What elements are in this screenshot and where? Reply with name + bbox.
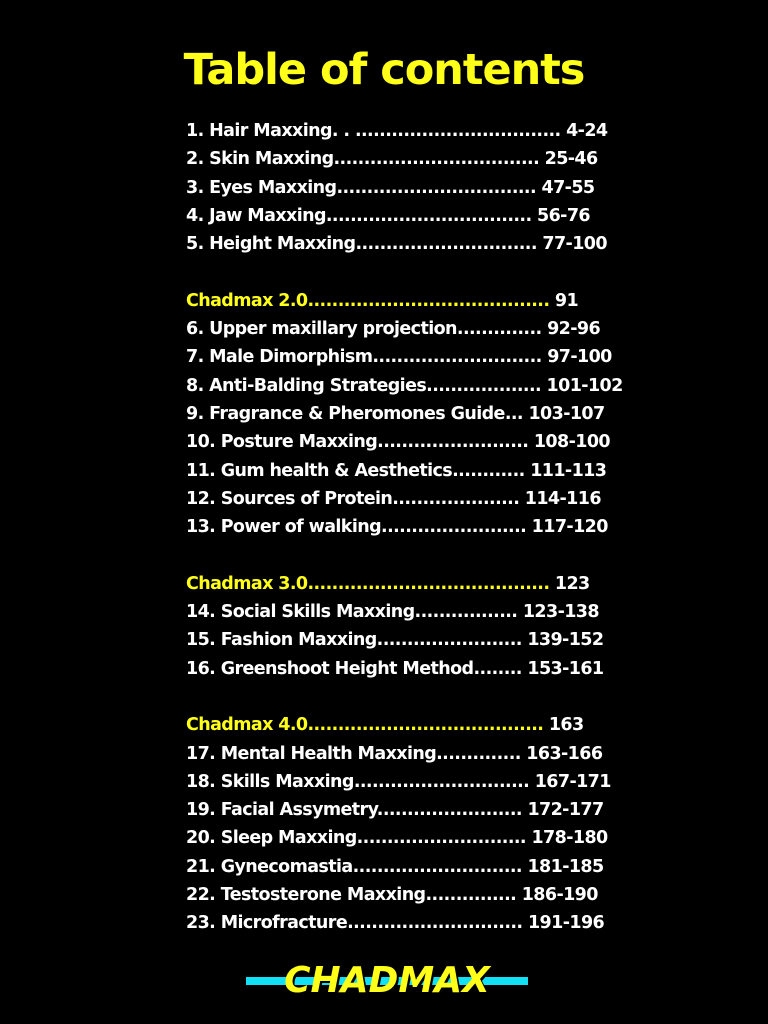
toc-entry-sleep-maxxing: 20. Sleep Maxxing.......................… bbox=[186, 824, 608, 852]
toc-entry-microfracture: 23. Microfracture.......................… bbox=[186, 909, 606, 937]
toc-entry-pages: 97-100 bbox=[541, 347, 612, 368]
toc-entry-fragrance: 9. Fragrance & Pheromones Guide... 103-1… bbox=[186, 400, 606, 428]
toc-entry-pages: 163-166 bbox=[520, 743, 603, 764]
section-spacer bbox=[186, 541, 606, 569]
brand-wordmark: CHADMAX bbox=[284, 960, 490, 1001]
toc-entry-pages: 114-116 bbox=[519, 488, 602, 509]
toc-entry-pages: 186-190 bbox=[516, 885, 599, 906]
toc-entry-pages: 123 bbox=[549, 573, 590, 594]
toc-entry-jaw-maxxing: 4. Jaw Maxxing..........................… bbox=[186, 202, 606, 230]
toc-entry-pages: 123-138 bbox=[517, 602, 600, 623]
toc-entry-facial-assymetry: 19. Facial Assymetry....................… bbox=[186, 796, 606, 824]
toc-entry-pages: 111-113 bbox=[524, 460, 607, 481]
toc-section-label: Chadmax 2.0.............................… bbox=[186, 290, 550, 311]
toc-entry-height-maxxing: 5. Height Maxxing.......................… bbox=[186, 230, 608, 258]
toc-entry-label: 6. Upper maxillary projection...........… bbox=[186, 319, 542, 340]
toc-entry-label: 7. Male Dimorphism......................… bbox=[186, 347, 542, 368]
toc-entry-pages: 181-185 bbox=[521, 856, 604, 877]
toc-entry-male-dimorphism: 7. Male Dimorphism......................… bbox=[186, 343, 612, 371]
toc-entry-mental-health: 17. Mental Health Maxxing.............. … bbox=[186, 740, 606, 768]
toc-entry-pages: 178-180 bbox=[525, 828, 608, 849]
toc-entry-power-of-walking: 13. Power of walking....................… bbox=[186, 513, 609, 541]
toc-entry-gum-health: 11. Gum health & Aesthetics............ … bbox=[186, 457, 607, 485]
toc-entry-label: 14. Social Skills Maxxing...............… bbox=[186, 602, 518, 623]
toc-entry-gynecomastia: 21. Gynecomastia........................… bbox=[186, 853, 606, 881]
toc-section-chadmax-3: Chadmax 3.0.............................… bbox=[186, 570, 606, 598]
toc-entry-label: 23. Microfracture.......................… bbox=[186, 913, 523, 934]
toc-entry-label: 11. Gum health & Aesthetics............ bbox=[186, 460, 525, 481]
toc-entry-label: 21. Gynecomastia........................… bbox=[186, 856, 523, 877]
toc-section-label: Chadmax 4.0.............................… bbox=[186, 715, 544, 736]
toc-entry-anti-balding: 8. Anti-Balding Strategies..............… bbox=[186, 372, 623, 400]
toc-entry-eyes-maxxing: 3. Eyes Maxxing.........................… bbox=[186, 174, 606, 202]
toc-entry-label: 9. Fragrance & Pheromones Guide... bbox=[186, 403, 524, 424]
toc-entry-label: 3. Eyes Maxxing.........................… bbox=[186, 177, 537, 198]
toc-entry-label: 16. Greenshoot Height Method........ bbox=[186, 658, 522, 679]
toc-entry-label: 15. Fashion Maxxing.....................… bbox=[186, 630, 522, 651]
toc-entry-posture-maxxing: 10. Posture Maxxing.....................… bbox=[186, 428, 611, 456]
toc-entry-pages: 163 bbox=[543, 715, 584, 736]
toc-entry-label: 12. Sources of Protein..................… bbox=[186, 488, 520, 509]
toc-entry-skills-maxxing: 18. Skills Maxxing......................… bbox=[186, 768, 611, 796]
toc-entry-pages: 47-55 bbox=[536, 177, 596, 198]
toc-entry-pages: 25-46 bbox=[539, 149, 599, 170]
toc-entry-social-skills: 14. Social Skills Maxxing...............… bbox=[186, 598, 606, 626]
table-of-contents: 1. Hair Maxxing. . .....................… bbox=[186, 117, 623, 938]
section-spacer bbox=[186, 683, 606, 711]
toc-entry-label: 10. Posture Maxxing.....................… bbox=[186, 432, 529, 453]
toc-section-chadmax-2: Chadmax 2.0.............................… bbox=[186, 287, 606, 315]
toc-entry-pages: 56-76 bbox=[531, 205, 591, 226]
toc-entry-label: 4. Jaw Maxxing..........................… bbox=[186, 205, 532, 226]
toc-entry-upper-maxillary: 6. Upper maxillary projection...........… bbox=[186, 315, 606, 343]
toc-entry-pages: 101-102 bbox=[541, 375, 624, 396]
toc-entry-label: 19. Facial Assymetry....................… bbox=[186, 800, 523, 821]
toc-entry-label: 17. Mental Health Maxxing.............. bbox=[186, 743, 521, 764]
page-title: Table of contents bbox=[183, 45, 586, 95]
toc-entry-testosterone: 22. Testosterone Maxxing............... … bbox=[186, 881, 606, 909]
toc-entry-label: 20. Sleep Maxxing.......................… bbox=[186, 828, 527, 849]
toc-entry-pages: 92-96 bbox=[541, 319, 601, 340]
toc-entry-label: 13. Power of walking....................… bbox=[186, 517, 527, 538]
toc-entry-pages: 172-177 bbox=[521, 800, 604, 821]
toc-entry-pages: 153-161 bbox=[521, 658, 604, 679]
toc-entry-pages: 139-152 bbox=[521, 630, 604, 651]
toc-entry-fashion-maxxing: 15. Fashion Maxxing.....................… bbox=[186, 626, 606, 654]
toc-entry-label: 18. Skills Maxxing......................… bbox=[186, 771, 530, 792]
toc-entry-pages: 91 bbox=[549, 290, 579, 311]
toc-entry-label: 5. Height Maxxing.......................… bbox=[186, 234, 538, 255]
toc-entry-greenshoot: 16. Greenshoot Height Method........ 153… bbox=[186, 655, 606, 683]
toc-section-label: Chadmax 3.0.............................… bbox=[186, 573, 550, 594]
toc-entry-pages: 117-120 bbox=[526, 517, 609, 538]
toc-entry-label: 22. Testosterone Maxxing............... bbox=[186, 885, 517, 906]
brand-accent-bar bbox=[246, 977, 528, 985]
toc-entry-pages: 77-100 bbox=[536, 234, 607, 255]
toc-entry-pages: 103-107 bbox=[522, 403, 605, 424]
toc-entry-pages: 167-171 bbox=[529, 771, 612, 792]
toc-entry-hair-maxxing: 1. Hair Maxxing. . .....................… bbox=[186, 117, 608, 145]
toc-entry-sources-of-protein: 12. Sources of Protein..................… bbox=[186, 485, 606, 513]
brand-logo: CHADMAX bbox=[246, 958, 528, 1004]
toc-entry-label: 8. Anti-Balding Strategies..............… bbox=[186, 375, 542, 396]
toc-entry-skin-maxxing: 2. Skin Maxxing.........................… bbox=[186, 145, 606, 173]
toc-entry-pages: 108-100 bbox=[528, 432, 611, 453]
toc-entry-pages: 4-24 bbox=[560, 121, 608, 141]
toc-section-chadmax-4: Chadmax 4.0.............................… bbox=[186, 711, 606, 739]
toc-entry-label: 1. Hair Maxxing. . .....................… bbox=[186, 121, 561, 141]
section-spacer bbox=[186, 258, 606, 286]
toc-entry-pages: 191-196 bbox=[522, 913, 605, 934]
toc-entry-label: 2. Skin Maxxing.........................… bbox=[186, 149, 540, 170]
